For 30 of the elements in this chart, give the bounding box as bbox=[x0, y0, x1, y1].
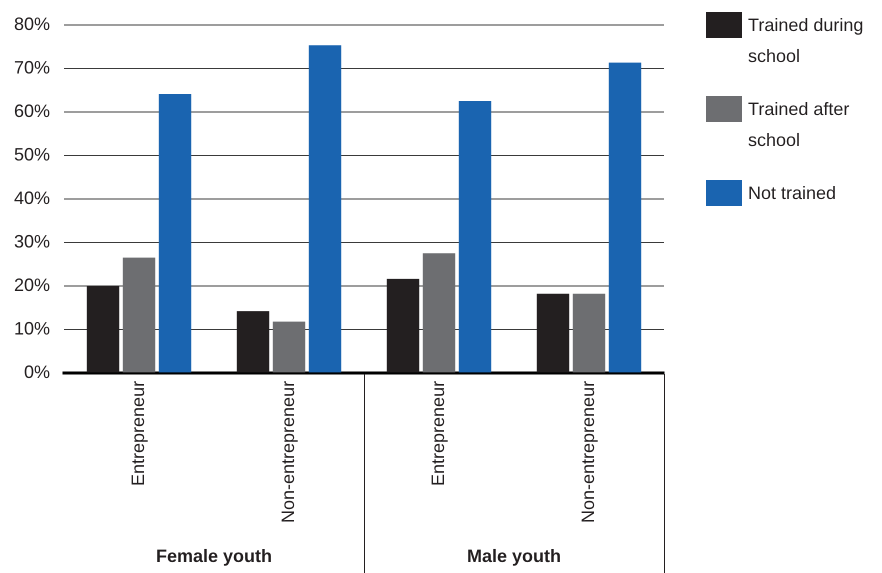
x-tick-label: Non-entrepreneur bbox=[578, 380, 598, 524]
y-tick-label: 0% bbox=[24, 362, 50, 382]
y-tick-label: 20% bbox=[14, 274, 50, 295]
bar bbox=[122, 258, 156, 372]
y-tick-label: 50% bbox=[14, 144, 50, 164]
text: Female youth bbox=[156, 546, 272, 567]
legend-label: Not trained bbox=[748, 182, 836, 205]
legend-label: Trained after school bbox=[748, 98, 850, 152]
y-tick-label: 40% bbox=[14, 188, 50, 208]
bar bbox=[458, 100, 492, 372]
text: Male youth bbox=[466, 546, 562, 567]
bar bbox=[158, 94, 192, 372]
bar bbox=[308, 45, 342, 372]
y-tick-label: 30% bbox=[14, 231, 50, 252]
bar bbox=[272, 322, 306, 372]
bar bbox=[386, 278, 420, 372]
bar bbox=[86, 286, 120, 372]
bar bbox=[536, 294, 570, 372]
bar bbox=[236, 311, 270, 372]
x-tick-label: Entrepreneur bbox=[128, 380, 148, 486]
bar bbox=[608, 62, 642, 372]
y-tick-label: 80% bbox=[14, 14, 50, 34]
bar bbox=[572, 294, 606, 372]
x-tick-label: Non-entrepreneur bbox=[278, 380, 298, 524]
x-tick-label: Entrepreneur bbox=[428, 380, 448, 486]
y-tick-label: 10% bbox=[14, 318, 50, 338]
legend-label: Trained during school bbox=[748, 14, 864, 68]
y-tick-label: 70% bbox=[14, 57, 50, 78]
bar bbox=[422, 253, 456, 372]
y-tick-label: 60% bbox=[14, 100, 50, 121]
